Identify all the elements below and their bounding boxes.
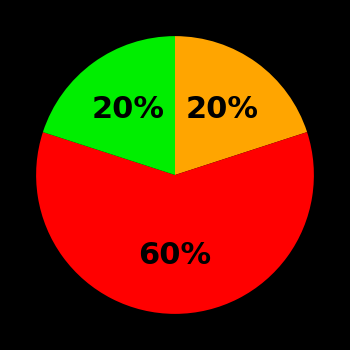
Wedge shape [36,132,314,314]
Text: 20%: 20% [91,95,164,124]
Wedge shape [43,36,175,175]
Text: 60%: 60% [139,241,211,270]
Wedge shape [175,36,307,175]
Text: 20%: 20% [186,95,259,124]
